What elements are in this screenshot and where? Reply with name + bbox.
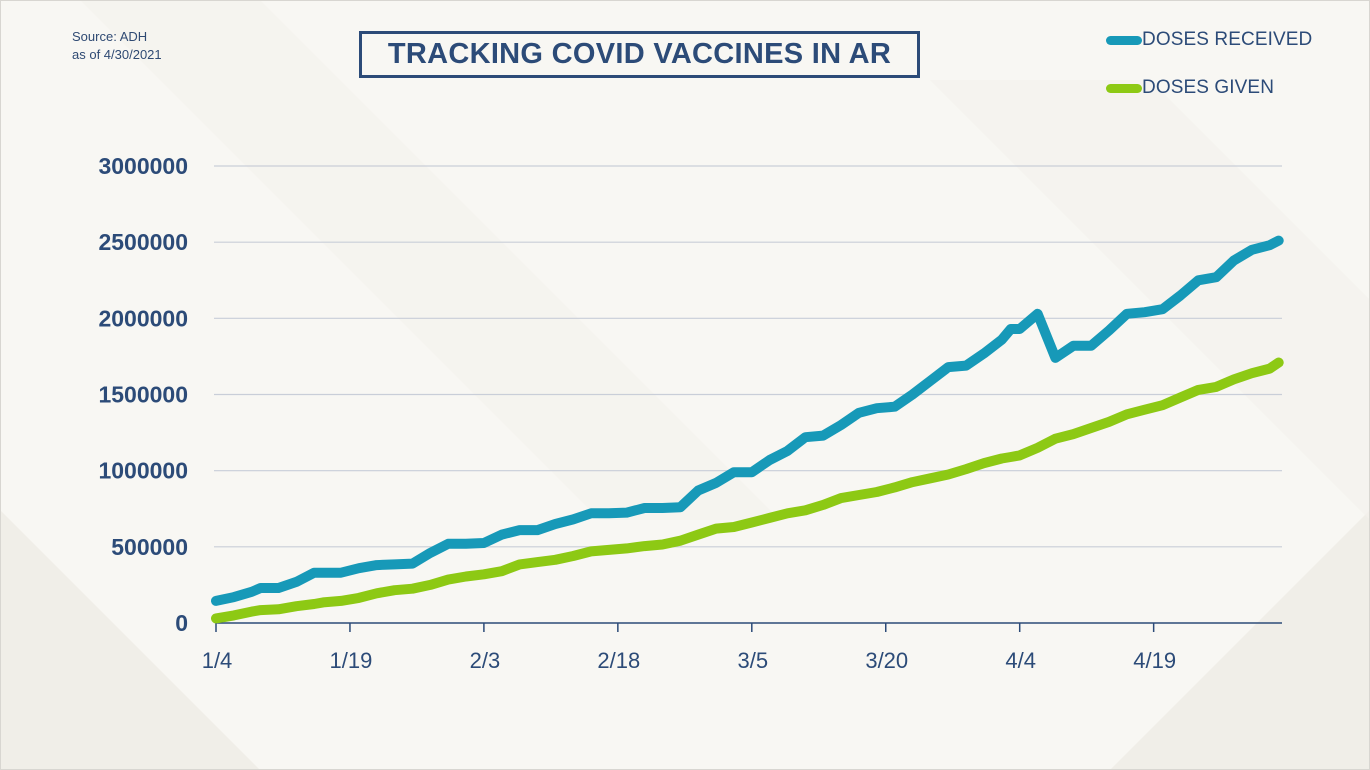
as-of-date: as of 4/30/2021: [72, 47, 162, 62]
bg-triangle-right: [1110, 510, 1370, 770]
x-tick-label: 4/4: [1005, 648, 1036, 673]
y-tick-label: 1000000: [98, 458, 188, 484]
x-tick-label: 4/19: [1133, 648, 1176, 673]
x-tick-label: 1/4: [202, 648, 233, 673]
x-tick-label: 1/19: [330, 648, 373, 673]
legend-item-doses-given: DOSES GIVEN: [1106, 76, 1312, 100]
legend-item-doses-received: DOSES RECEIVED: [1106, 28, 1312, 52]
x-tick-label: 3/20: [865, 648, 908, 673]
bg-diagonal-band: [80, 0, 780, 520]
y-tick-label: 0: [175, 610, 188, 636]
x-tick-label: 2/3: [470, 648, 501, 673]
source-label: Source: ADH: [72, 29, 148, 44]
x-tick-label: 2/18: [597, 648, 640, 673]
y-tick-label: 3000000: [98, 153, 188, 179]
chart-title-box: TRACKING COVID VACCINES IN AR: [359, 31, 920, 78]
series-line-doses-given: [211, 357, 1284, 624]
x-axis: 1/4 1/19 2/3 2/18 3/5 3/20 4/4 4/19: [202, 622, 1282, 673]
legend-swatch-doses-given: [1106, 83, 1142, 93]
bg-diagonal-band-right: [930, 80, 1370, 520]
y-tick-label: 2000000: [98, 305, 188, 331]
series-line-doses-received: [211, 235, 1284, 606]
gridlines: [214, 165, 1282, 548]
y-axis-ticks: 0 500000 1000000 1500000 2000000 2500000 30000…: [98, 153, 188, 636]
legend-label-doses-received: DOSES RECEIVED: [1142, 29, 1313, 50]
chart-title: TRACKING COVID VACCINES IN AR: [387, 38, 892, 70]
legend: DOSES RECEIVED DOSES GIVEN: [1106, 28, 1312, 124]
y-tick-label: 500000: [111, 534, 188, 560]
x-tick-label: 3/5: [738, 648, 769, 673]
y-tick-label: 2500000: [98, 229, 188, 255]
y-tick-label: 1500000: [98, 382, 188, 408]
legend-swatch-doses-received: [1106, 35, 1142, 45]
legend-label-doses-given: DOSES GIVEN: [1142, 77, 1275, 98]
source-note: Source: ADH as of 4/30/2021: [72, 28, 162, 64]
series-lines: [211, 235, 1284, 624]
bg-triangle-left: [0, 510, 260, 770]
